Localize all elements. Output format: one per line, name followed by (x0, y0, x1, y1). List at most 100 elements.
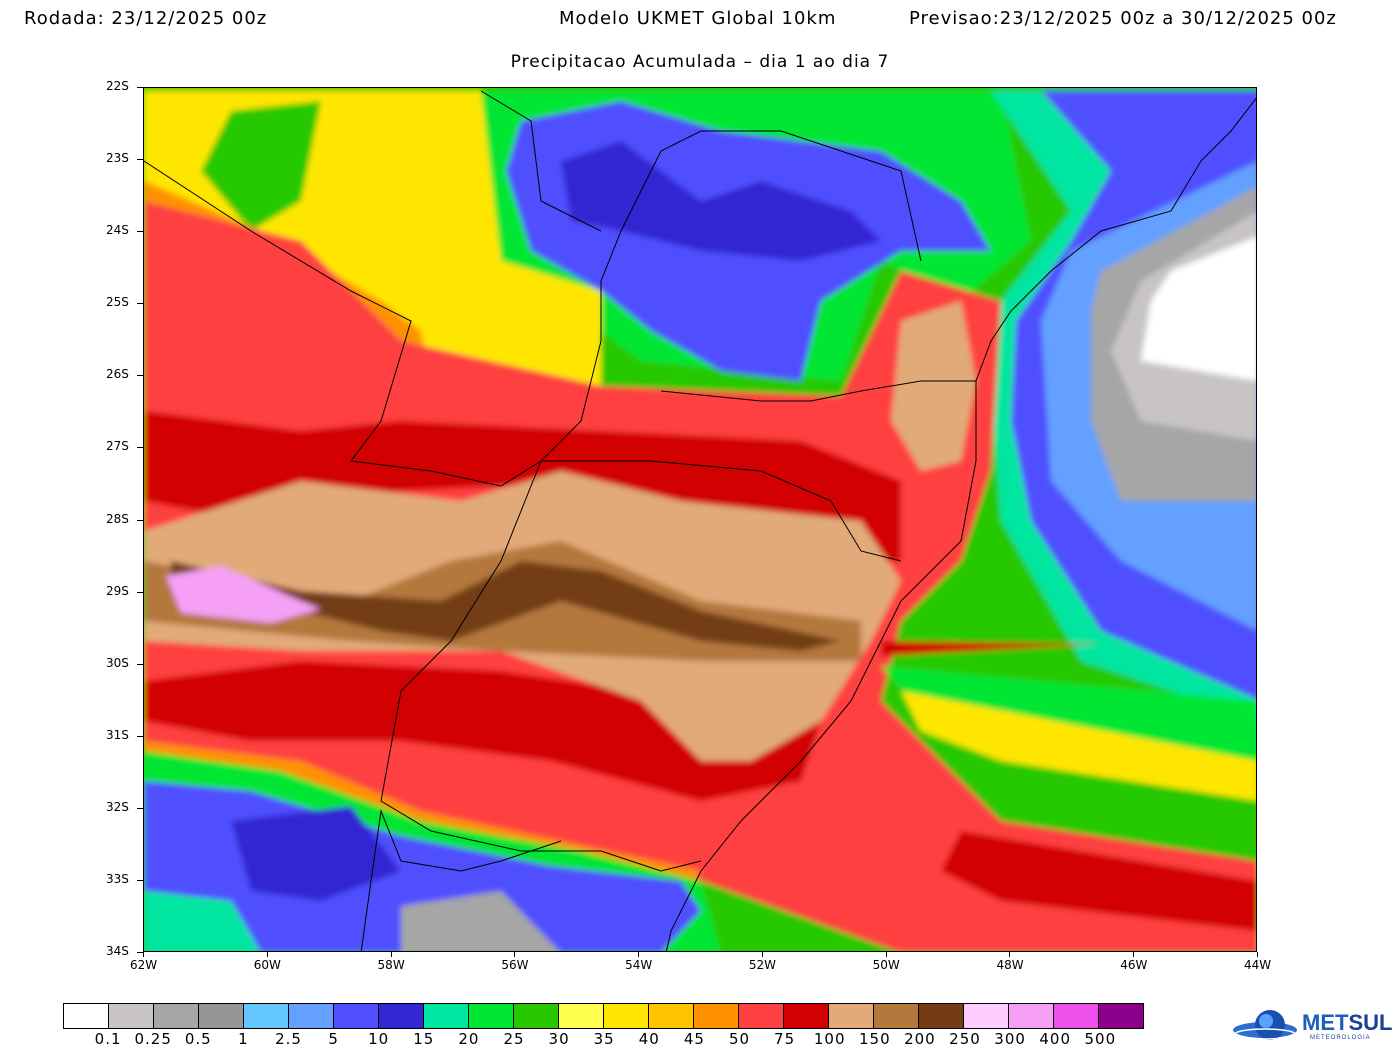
colorbar-swatch (424, 1004, 469, 1028)
colorbar-label: 100 (813, 1030, 846, 1048)
logo-subtext: METEOROLOGIA (1310, 1035, 1371, 1041)
lon-tick-label: 62W (130, 958, 158, 972)
colorbar-swatch (199, 1004, 244, 1028)
lon-tick-mark (390, 952, 392, 957)
precipitation-map (143, 87, 1257, 952)
colorbar-label: 35 (593, 1030, 615, 1048)
colorbar-swatch (919, 1004, 964, 1028)
colorbar-swatch (604, 1004, 649, 1028)
colorbar-label: 0.5 (184, 1030, 212, 1048)
lat-tick-mark (137, 591, 143, 593)
lat-tick-mark (137, 231, 143, 233)
colorbar (63, 1003, 1144, 1029)
state-border (541, 460, 902, 562)
colorbar-swatch (829, 1004, 874, 1028)
lon-tick-mark (1009, 952, 1011, 957)
colorbar-label: 0.1 (94, 1030, 122, 1048)
colorbar-swatch (1009, 1004, 1054, 1028)
colorbar-swatch (1054, 1004, 1099, 1028)
lat-tick-mark (137, 879, 143, 881)
lat-tick-label: 24S (106, 223, 129, 238)
colorbar-label: 200 (904, 1030, 936, 1048)
field-red-streak-se (881, 641, 1101, 656)
lon-tick-mark (761, 952, 763, 957)
colorbar-label: 250 (949, 1030, 981, 1048)
lat-tick-mark (137, 807, 143, 809)
coastline (665, 97, 1256, 951)
state-border-north (660, 380, 976, 402)
lon-tick-label: 48W (996, 958, 1024, 972)
colorbar-label: 1 (238, 1030, 249, 1048)
colorbar-swatch (244, 1004, 289, 1028)
lon-tick-mark (1257, 952, 1258, 957)
colorbar-label: 50 (728, 1030, 751, 1048)
colorbar-label: 0.25 (134, 1030, 172, 1048)
colorbar-label: 2.5 (275, 1030, 302, 1048)
lat-tick-label: 34S (106, 944, 129, 958)
lat-tick-mark (137, 952, 143, 953)
model-label: Modelo UKMET Global 10km (559, 8, 837, 29)
colorbar-label: 15 (413, 1030, 435, 1048)
colorbar-swatch (109, 1004, 154, 1028)
map-subtitle: Precipitacao Acumulada – dia 1 ao dia 7 (510, 52, 890, 72)
run-label: Rodada: 23/12/2025 00z (24, 8, 268, 29)
field-ocean-white (1141, 236, 1256, 381)
lon-tick-mark (638, 952, 640, 957)
logo-text: METSUL (1302, 1010, 1393, 1035)
lat-tick-label: 33S (106, 871, 129, 886)
colorbar-swatch (559, 1004, 604, 1028)
colorbar-swatch (154, 1004, 199, 1028)
field-blue-north-dark (561, 141, 881, 261)
colorbar-label: 30 (548, 1030, 570, 1048)
colorbar-label: 40 (638, 1030, 660, 1048)
lat-tick-label: 28S (106, 511, 129, 526)
lon-tick-label: 50W (872, 958, 900, 972)
lon-tick-mark (514, 952, 516, 957)
colorbar-swatch (739, 1004, 784, 1028)
country-border-uruguay (380, 460, 702, 872)
colorbar-swatch (964, 1004, 1009, 1028)
lat-tick-mark (137, 159, 143, 161)
colorbar-swatch (289, 1004, 334, 1028)
country-border-west (144, 130, 922, 487)
precipitation-field (144, 88, 1256, 951)
colorbar-swatch (649, 1004, 694, 1028)
lat-tick-mark (137, 519, 143, 521)
field-darkred-north (144, 411, 901, 561)
colorbar-label: 10 (368, 1030, 390, 1048)
lat-tick-label: 27S (106, 439, 129, 454)
colorbar-label: 500 (1084, 1030, 1117, 1048)
lon-tick-mark (143, 952, 144, 957)
field-lightbrown-ne (891, 301, 976, 471)
lon-tick-label: 54W (625, 958, 653, 972)
lat-tick-label: 26S (106, 367, 129, 382)
lon-tick-label: 46W (1120, 958, 1148, 972)
field-green-nw (201, 101, 321, 231)
lon-tick-label: 44W (1244, 958, 1272, 972)
colorbar-swatch (469, 1004, 514, 1028)
field-darkbrown (171, 561, 841, 651)
lat-tick-label: 22S (106, 79, 129, 93)
lon-tick-label: 56W (501, 958, 529, 972)
colorbar-swatch (694, 1004, 739, 1028)
lat-tick-label: 31S (106, 727, 129, 742)
field-darkblue-south (231, 806, 401, 901)
colorbar-label: 20 (458, 1030, 480, 1048)
lat-tick-label: 29S (106, 583, 129, 598)
metsul-logo: METSUL METEOROLOGIA (1232, 1008, 1397, 1048)
colorbar-swatch (514, 1004, 559, 1028)
field-darkred-se (941, 831, 1256, 931)
colorbar-swatch (64, 1004, 109, 1028)
globe-logo-icon (1233, 1010, 1297, 1040)
lat-tick-label: 30S (106, 655, 129, 670)
lon-tick-label: 58W (377, 958, 405, 972)
field-gray-south (401, 891, 560, 951)
lat-tick-mark (137, 303, 143, 305)
field-pink (166, 566, 321, 623)
lat-tick-mark (137, 375, 143, 377)
lat-tick-label: 32S (106, 799, 129, 814)
colorbar-label: 150 (858, 1030, 891, 1048)
colorbar-swatch (784, 1004, 829, 1028)
lon-tick-mark (1133, 952, 1135, 957)
lon-tick-label: 60W (253, 958, 281, 972)
